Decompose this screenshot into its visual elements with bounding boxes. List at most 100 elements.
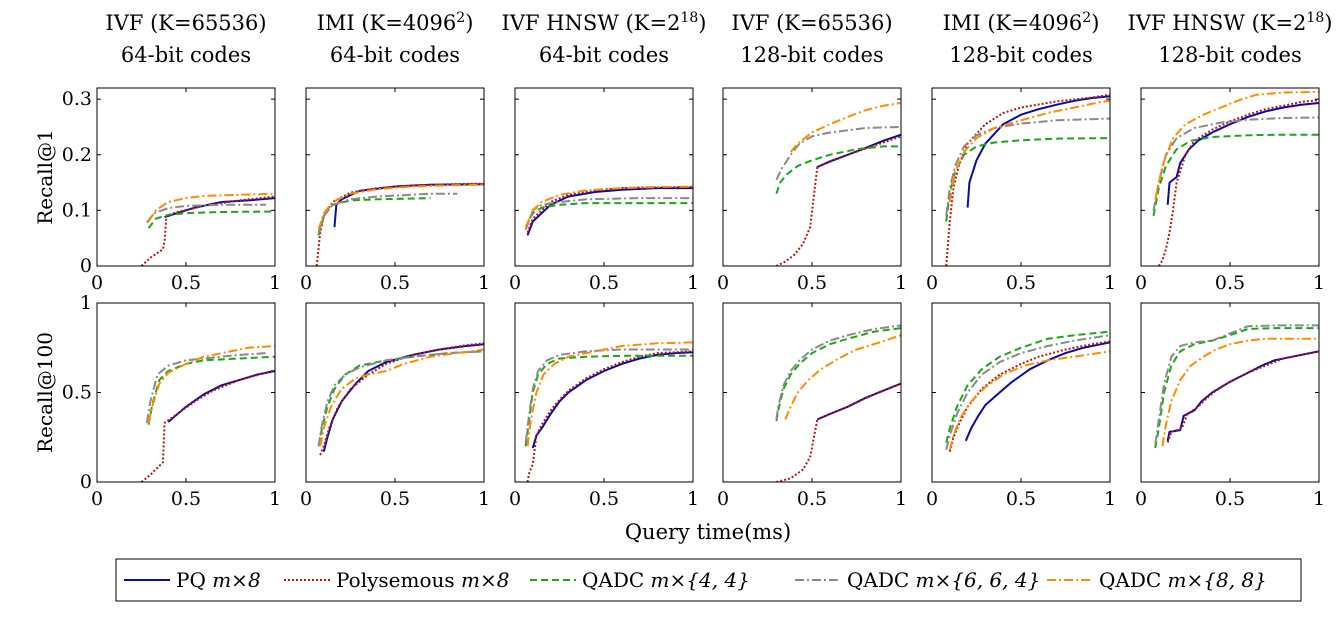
series-qadc44-line [1154, 327, 1319, 449]
panel-frame [722, 87, 902, 267]
panel-r1-c4: 0 0.5 1 [717, 87, 907, 294]
x-axis-label: Query time(ms) [625, 520, 791, 544]
legend-item-qadc88: QADC m×{8, 8} [1099, 568, 1267, 592]
y-tick-label: 0 [80, 471, 92, 493]
x-tick-label: 1 [1313, 488, 1325, 510]
series-qadc664-line [945, 117, 1110, 217]
series-qadc88-line [948, 99, 1110, 203]
series-qadc88-line [789, 102, 901, 153]
panel-title-2: IMI (K=40962) [317, 10, 474, 35]
panel-r1-c3: 0 0.5 1 [509, 87, 699, 294]
series-polysemous-line [526, 186, 693, 233]
panel-r1-c1: 0 0.5 1 0 0.1 0.2 0.3 [62, 87, 281, 294]
series-qadc88-line [526, 341, 693, 447]
series-pq-line [816, 133, 901, 168]
series-qadc88-line [784, 334, 901, 420]
series-qadc664-line [1154, 324, 1319, 445]
series-qadc88-line [948, 350, 1110, 451]
series-qadc44-line [775, 327, 901, 422]
legend-item-qadc44: QADC m×{4, 4} [582, 568, 750, 592]
series-qadc664-line [524, 348, 693, 443]
series-qadc664-line [317, 350, 484, 447]
panel-subtitle-4: 128-bit codes [740, 43, 884, 67]
x-tick-label: 1 [687, 272, 699, 294]
x-tick-label: 0 [300, 488, 312, 510]
x-tick-label: 0.5 [380, 488, 410, 510]
panel-title-6: IVF HNSW (K=218) [1128, 10, 1333, 35]
x-tick-label: 1 [269, 272, 281, 294]
legend-item-polysemous: Polysemous m×8 [336, 568, 509, 592]
panel-subtitle-3: 64-bit codes [539, 43, 669, 67]
x-tick-label: 0.5 [797, 488, 827, 510]
series-qadc88-line [524, 185, 693, 228]
legend-item-qadc664: QADC m×{6, 6, 4} [847, 568, 1040, 592]
series-polysemous-line [315, 182, 484, 266]
x-tick-label: 0.5 [1215, 272, 1245, 294]
series-qadc88-line [1161, 337, 1319, 447]
panel-subtitle-2: 64-bit codes [330, 43, 460, 67]
panel-r2-c2: 0 0.5 1 [300, 302, 490, 510]
panel-frame [931, 302, 1111, 483]
series-pq-line [322, 343, 484, 452]
series-qadc44-line [524, 202, 693, 228]
panel-frame [305, 87, 485, 267]
y-tick-label: 0 [80, 255, 92, 277]
x-tick-label: 1 [478, 488, 490, 510]
series-qadc88-line [319, 348, 484, 447]
series-qadc44-line [775, 145, 901, 195]
x-tick-label: 0.5 [171, 272, 201, 294]
series-pq-line [526, 187, 693, 236]
panel-r1-c5: 0 0.5 1 [926, 87, 1116, 294]
panel-subtitle-1: 64-bit codes [121, 43, 251, 67]
panel-title-1: IVF (K=65536) [105, 11, 266, 35]
series-qadc664-line [945, 334, 1110, 451]
panel-r2-c5: 0 0.5 1 [926, 302, 1116, 510]
series-polysemous-line [948, 340, 1110, 452]
x-tick-label: 0 [717, 272, 729, 294]
panel-frame [1140, 302, 1320, 483]
series-polysemous-line [775, 135, 901, 266]
panel-title-3: IVF HNSW (K=218) [502, 10, 707, 35]
y-axis-label-row2: Recall@100 [33, 332, 57, 453]
panel-frame [96, 302, 276, 483]
x-tick-label: 1 [478, 272, 490, 294]
x-tick-label: 0.5 [589, 488, 619, 510]
series-qadc44-line [147, 210, 275, 229]
panel-r1-c6: 0 0.5 1 [1135, 87, 1325, 294]
x-tick-label: 0.5 [589, 272, 619, 294]
y-tick-label: 0.2 [62, 144, 92, 166]
x-tick-label: 0 [300, 272, 312, 294]
panel-r2-c3: 0 0.5 1 [509, 302, 699, 510]
series-qadc664-line [775, 324, 901, 420]
panel-r2-c6: 0 0.5 1 [1135, 302, 1325, 510]
panel-frame [722, 302, 902, 483]
y-axis-label-row1: Recall@1 [33, 129, 57, 225]
x-tick-label: 1 [687, 488, 699, 510]
series-qadc664-line [317, 192, 458, 233]
panel-frame [96, 87, 276, 267]
x-tick-label: 0 [926, 488, 938, 510]
legend: PQ m×8 Polysemous m×8 QADC m×{4, 4} QADC m×… [115, 558, 1302, 602]
panel-title-4: IVF (K=65536) [731, 11, 892, 35]
x-tick-label: 0 [509, 488, 521, 510]
y-tick-label: 0.1 [62, 199, 92, 221]
x-tick-label: 0.5 [171, 488, 201, 510]
panel-frame [514, 87, 694, 267]
series-polysemous-line [526, 350, 693, 482]
series-polysemous-line [776, 382, 901, 482]
series-qadc44-line [945, 137, 1110, 222]
x-tick-label: 1 [1104, 272, 1116, 294]
x-tick-label: 0 [91, 272, 103, 294]
series-qadc88-line [317, 183, 484, 231]
x-tick-label: 1 [269, 488, 281, 510]
series-polysemous-line [1166, 350, 1319, 443]
x-tick-label: 0 [717, 488, 729, 510]
y-tick-label: 0.3 [62, 88, 92, 110]
series-pq-line [1166, 102, 1319, 205]
series-polysemous-line [319, 342, 484, 456]
series-qadc664-line [775, 125, 901, 181]
series-qadc88-line [147, 192, 275, 223]
series-qadc44-line [1152, 133, 1319, 217]
series-polysemous-line [140, 369, 275, 482]
